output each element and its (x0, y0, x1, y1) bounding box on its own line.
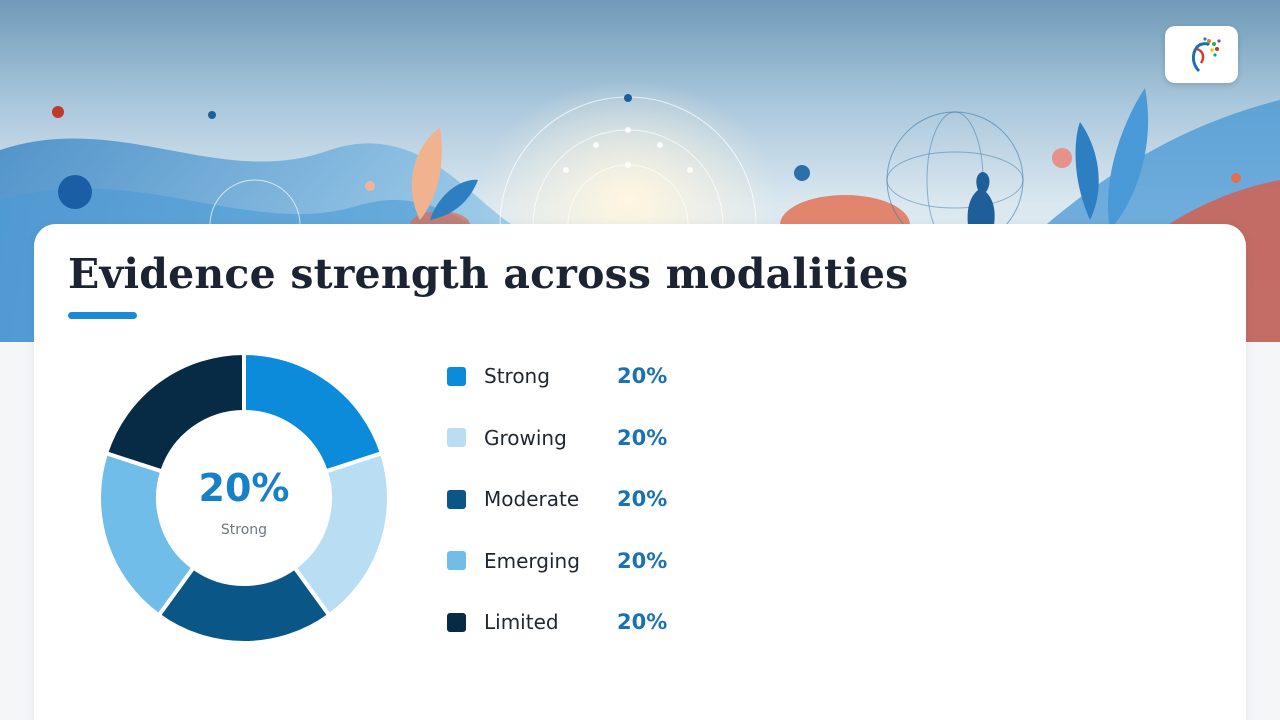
legend-item-limited: Limited 20% (447, 606, 707, 638)
legend-item-emerging: Emerging 20% (447, 545, 707, 577)
legend-swatch (447, 551, 466, 570)
donut-slice-growing[interactable] (291, 450, 391, 619)
donut-chart (97, 350, 391, 645)
legend-label: Limited (484, 610, 559, 634)
legend-value: 20% (617, 487, 668, 511)
logo-badge[interactable] (1165, 26, 1238, 83)
legend-swatch (447, 612, 466, 632)
donut-center-value: 20% (198, 466, 290, 510)
legend-value: 20% (617, 548, 668, 573)
legend-item-strong: Strong 20% (447, 360, 707, 392)
donut-slice-emerging[interactable] (97, 450, 197, 619)
legend-swatch (447, 489, 466, 509)
legend-item-moderate: Moderate 20% (447, 483, 707, 515)
legend-label: Growing (484, 425, 567, 450)
donut-center-label: Strong (220, 522, 268, 538)
legend-label: Strong (484, 364, 550, 388)
page-title: Evidence strength across modalities (68, 250, 909, 298)
legend-label: Moderate (484, 487, 580, 511)
legend-value: 20% (617, 425, 668, 450)
legend-value: 20% (617, 364, 668, 388)
legend-swatch (447, 366, 466, 386)
legend-label: Emerging (484, 548, 580, 573)
title-underline (68, 312, 137, 319)
donut-slice-strong[interactable] (242, 350, 385, 474)
donut-slice-limited[interactable] (103, 350, 246, 474)
donut-slice-moderate[interactable] (155, 564, 333, 645)
legend-value: 20% (617, 610, 668, 634)
legend-swatch (447, 428, 466, 447)
tree-figure-logo-icon (1191, 36, 1221, 72)
legend-item-growing: Growing 20% (447, 422, 707, 454)
